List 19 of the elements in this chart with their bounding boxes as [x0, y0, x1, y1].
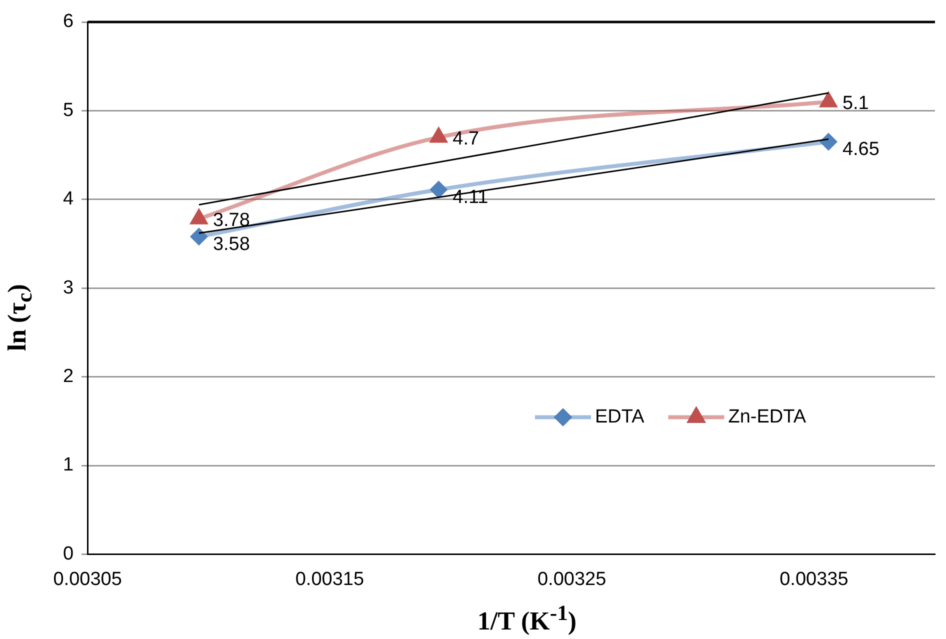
legend-label: Zn-EDTA [728, 406, 806, 428]
y-tick-label: 4 [62, 188, 74, 210]
x-axis-title: 1/T (K$^{-1}$) [476, 601, 578, 637]
y-tick-label: 2 [62, 366, 74, 388]
data-label: 4.65 [842, 138, 880, 160]
legend-label: EDTA [595, 406, 645, 428]
y-tick-label: 0 [62, 543, 74, 564]
x-tick-label: 0.00315 [295, 568, 364, 590]
x-tick-label: 0.00335 [780, 568, 848, 590]
y-tick-label: 3 [62, 277, 74, 298]
data-label: 3.78 [212, 210, 250, 232]
y-tick-label: 5 [62, 100, 74, 121]
y-tick-label: 6 [62, 11, 74, 32]
data-label: 5.1 [842, 93, 869, 114]
data-label: 4.7 [452, 128, 480, 150]
y-tick-label: 1 [62, 454, 74, 476]
x-tick-label: 0.00325 [537, 568, 606, 590]
data-label: 3.58 [212, 234, 250, 255]
x-tick-label: 0.00305 [53, 568, 122, 590]
